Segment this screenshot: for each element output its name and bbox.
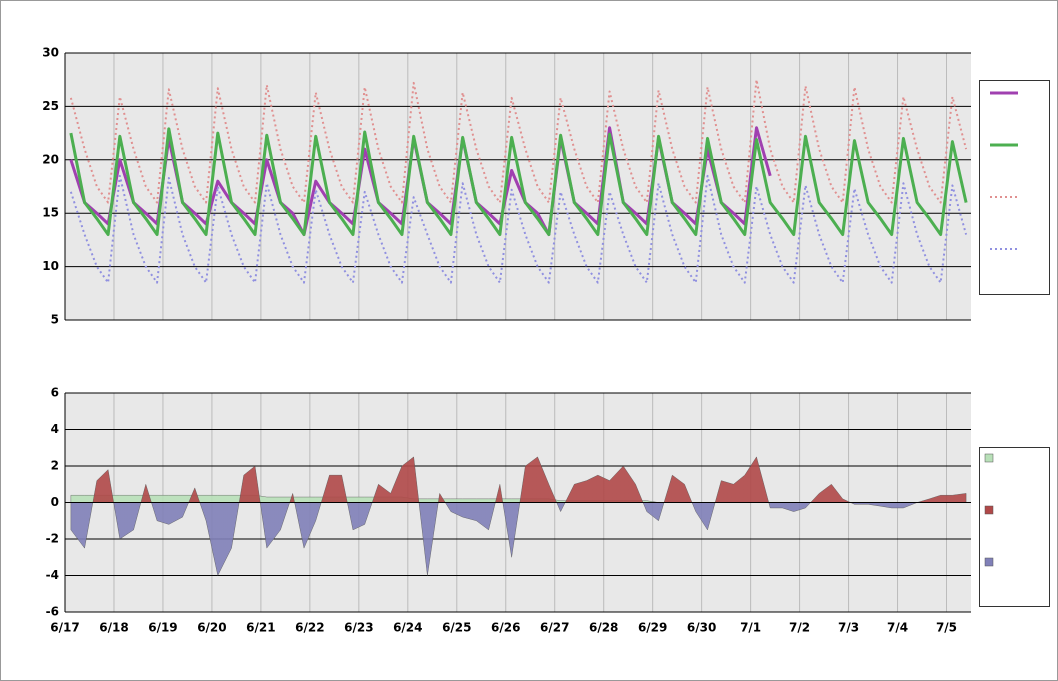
y-tick-label: -6 [46, 605, 59, 619]
x-tick-label: 7/3 [838, 621, 859, 635]
y-tick-label: 5 [51, 313, 59, 327]
legend-swatch [984, 505, 994, 515]
x-tick-label: 6/25 [442, 621, 471, 635]
y-tick-label: 4 [51, 422, 59, 436]
x-tick-label: 6/24 [393, 621, 422, 635]
line-series [69, 127, 968, 237]
x-tick-label: 6/20 [197, 621, 226, 635]
line-series [69, 78, 968, 204]
y-tick-label: 2 [51, 459, 59, 473]
legend [979, 80, 1050, 295]
x-tick-label: 6/19 [148, 621, 177, 635]
x-tick-label: 6/17 [50, 621, 79, 635]
x-tick-label: 6/18 [99, 621, 128, 635]
x-tick-label: 6/26 [491, 621, 520, 635]
x-tick-label: 6/27 [540, 621, 569, 635]
y-tick-label: -4 [46, 568, 59, 582]
x-tick-label: 6/21 [246, 621, 275, 635]
x-tick-label: 7/5 [936, 621, 957, 635]
x-tick-label: 6/29 [638, 621, 667, 635]
y-tick-label: 6 [51, 386, 59, 400]
legend-swatch [984, 453, 994, 463]
y-tick-label: 25 [42, 99, 59, 113]
y-tick-label: -2 [46, 532, 59, 546]
x-tick-label: 6/22 [295, 621, 324, 635]
x-tick-label: 7/2 [789, 621, 810, 635]
line-series [69, 174, 968, 284]
x-tick-label: 6/28 [589, 621, 618, 635]
x-tick-label: 6/30 [687, 621, 716, 635]
x-tick-label: 7/1 [740, 621, 761, 635]
y-tick-label: 0 [51, 495, 59, 509]
legend [979, 447, 1050, 607]
x-tick-label: 7/4 [887, 621, 908, 635]
y-tick-label: 20 [42, 152, 59, 166]
y-tick-label: 10 [42, 259, 59, 273]
y-tick-label: 15 [42, 206, 59, 220]
legend-swatch [984, 557, 994, 567]
x-tick-label: 6/23 [344, 621, 373, 635]
area-series [70, 456, 967, 577]
y-tick-label: 30 [42, 46, 59, 60]
